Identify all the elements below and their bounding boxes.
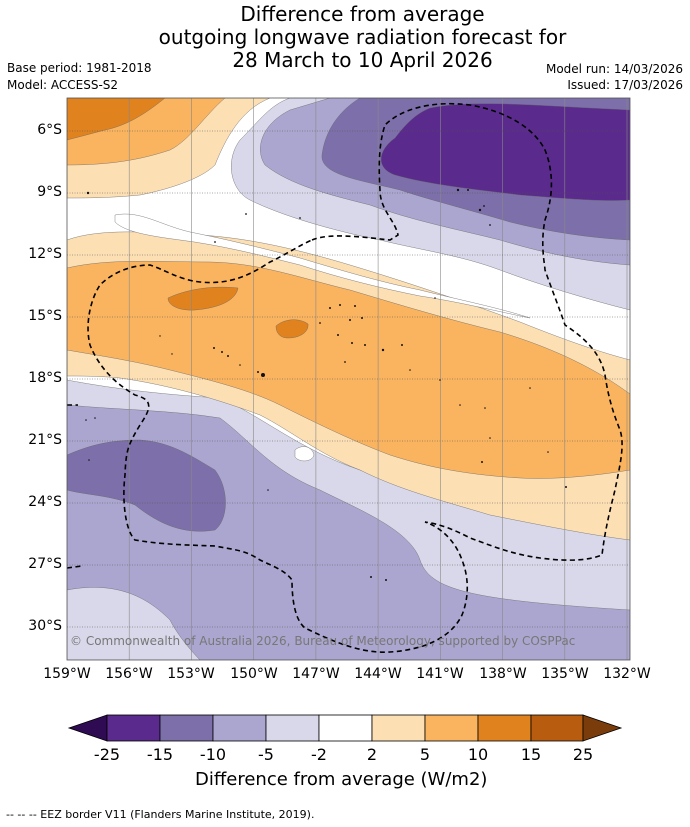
eez-border-south bbox=[67, 565, 83, 569]
longitude-label: 144°W bbox=[354, 666, 402, 682]
issued-label: Issued: 17/03/2026 bbox=[567, 78, 683, 92]
colorbar-title: Difference from average (W/m2) bbox=[195, 769, 488, 790]
colorbar-swatch bbox=[371, 714, 426, 742]
anomaly-region-nw-dark bbox=[67, 98, 166, 141]
colorbar-tick-label: 25 bbox=[572, 745, 594, 764]
longitude-label: 156°W bbox=[105, 666, 153, 682]
longitude-label: 159°W bbox=[43, 666, 91, 682]
latitude-label: 24°S bbox=[28, 494, 62, 510]
eez-borders bbox=[67, 102, 623, 653]
colorbar-swatch bbox=[477, 714, 532, 742]
latitude-label: 30°S bbox=[28, 618, 62, 634]
longitude-label: 150°W bbox=[230, 666, 278, 682]
chart-title-line-2: outgoing longwave radiation forecast for bbox=[158, 25, 567, 49]
anomaly-region-band-dark-2 bbox=[275, 319, 309, 339]
colorbar-swatch bbox=[424, 714, 479, 742]
colorbar-swatch bbox=[265, 714, 320, 742]
latitude-label: 15°S bbox=[28, 308, 62, 324]
chart-title-line-3: 28 March to 10 April 2026 bbox=[232, 48, 493, 72]
colorbar-tick-label: 10 bbox=[467, 745, 489, 764]
anomaly-region-white-patch bbox=[294, 446, 315, 462]
colorbar-tick-label: -10 bbox=[199, 745, 227, 764]
colorbar-tick-label: 15 bbox=[520, 745, 542, 764]
colorbar-swatch bbox=[530, 714, 584, 742]
base-period-label: Base period: 1981-2018 bbox=[7, 61, 152, 75]
colorbar-tick-label: 2 bbox=[366, 745, 378, 764]
islands bbox=[85, 188, 567, 581]
colorbar-swatch bbox=[106, 714, 161, 742]
anomaly-region-south-light2 bbox=[67, 587, 201, 660]
anomaly-region-band-mid bbox=[67, 261, 630, 479]
colorbar-extend-low bbox=[67, 714, 108, 742]
latitude-label: 9°S bbox=[37, 184, 62, 200]
colorbar-tick-label: 5 bbox=[419, 745, 431, 764]
latitude-label: 18°S bbox=[28, 370, 62, 386]
longitude-label: 141°W bbox=[416, 666, 464, 682]
latitude-label: 27°S bbox=[28, 556, 62, 572]
colorbar-tick-label: -25 bbox=[93, 745, 121, 764]
latitude-label: 12°S bbox=[28, 246, 62, 262]
colorbar-tick-label: -2 bbox=[311, 745, 327, 764]
colorbar-swatch bbox=[318, 714, 373, 742]
anomaly-region-band-dark-1 bbox=[167, 286, 239, 311]
eez-border-french-polynesia bbox=[87, 102, 623, 653]
map-panel bbox=[67, 98, 630, 660]
longitude-label: 135°W bbox=[541, 666, 589, 682]
longitude-label: 147°W bbox=[292, 666, 340, 682]
latitude-label: 21°S bbox=[28, 432, 62, 448]
longitude-label: 138°W bbox=[479, 666, 527, 682]
chart-title-line-1: Difference from average bbox=[240, 2, 485, 26]
latitude-label: 6°S bbox=[37, 122, 62, 138]
colorbar-swatch bbox=[159, 714, 214, 742]
model-run-label: Model run: 14/03/2026 bbox=[545, 62, 683, 76]
longitude-label: 132°W bbox=[603, 666, 651, 682]
model-label: Model: ACCESS-S2 bbox=[7, 78, 119, 92]
colorbar bbox=[67, 714, 623, 742]
eez-legend-note: -- -- -- EEZ border V11 (Flanders Marine… bbox=[6, 808, 315, 821]
anomaly-region-white-strip bbox=[114, 213, 531, 319]
copyright-notice: © Commonwealth of Australia 2026, Bureau… bbox=[70, 634, 576, 648]
map-frame bbox=[66, 97, 631, 661]
longitude-label: 153°W bbox=[167, 666, 215, 682]
colorbar-swatch bbox=[212, 714, 267, 742]
colorbar-tick-label: -5 bbox=[258, 745, 274, 764]
colorbar-extend-high bbox=[582, 714, 623, 742]
anomaly-region-north-darkest bbox=[380, 103, 630, 201]
colorbar-tick-label: -15 bbox=[146, 745, 174, 764]
